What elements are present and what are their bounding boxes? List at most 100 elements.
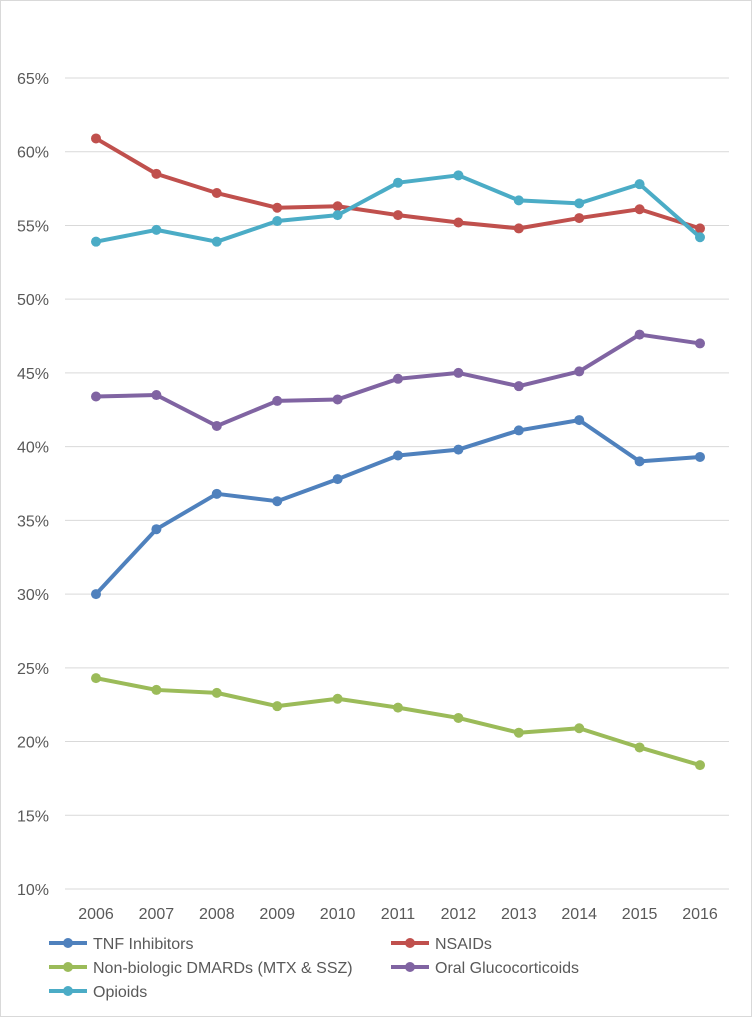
x-tick-label: 2011: [381, 906, 416, 923]
data-point: [272, 395, 283, 406]
data-point: [393, 702, 403, 713]
data-point: [695, 338, 705, 349]
series-opioids: [91, 170, 705, 247]
legend-label: Oral Glucocorticoids: [435, 960, 579, 977]
legend-item: Opioids: [49, 984, 147, 1001]
legend-item: TNF Inhibitors: [49, 936, 193, 953]
data-point: [332, 474, 343, 485]
legend: TNF Inhibitors NSAIDs Non-biologic DMARDs …: [49, 936, 579, 1001]
data-point: [453, 217, 464, 228]
data-point: [634, 329, 645, 340]
data-point: [513, 727, 524, 738]
data-point: [453, 170, 464, 181]
data-point: [332, 693, 343, 704]
legend-swatch-marker: [63, 986, 73, 996]
series-nsaids: [91, 133, 705, 234]
data-point: [634, 204, 645, 215]
data-point: [272, 216, 283, 227]
series-lines: [91, 133, 705, 771]
data-point: [151, 224, 162, 235]
legend-item: Oral Glucocorticoids: [391, 960, 579, 977]
data-point: [272, 202, 283, 213]
x-tick-label: 2016: [682, 906, 718, 923]
data-point: [91, 589, 101, 600]
data-point: [453, 444, 464, 455]
data-point: [453, 712, 464, 723]
legend-label: Non-biologic DMARDs (MTX & SSZ): [93, 960, 353, 977]
data-point: [634, 179, 645, 190]
data-point: [513, 381, 524, 392]
data-point: [574, 213, 585, 224]
data-point: [151, 168, 162, 179]
data-point: [574, 198, 585, 209]
series-tnf-inhibitors: [91, 415, 705, 600]
data-point: [151, 524, 162, 535]
data-point: [393, 373, 403, 384]
x-tick-label: 2013: [501, 906, 537, 923]
x-tick-label: 2010: [320, 906, 356, 923]
x-tick-label: 2014: [561, 906, 597, 923]
series-oral-glucocorticoids: [91, 329, 705, 431]
y-tick-label: 30%: [17, 587, 49, 604]
x-tick-label: 2012: [441, 906, 477, 923]
legend-label: NSAIDs: [435, 936, 492, 953]
y-tick-label: 35%: [17, 513, 49, 530]
legend-label: Opioids: [93, 984, 147, 1001]
legend-swatch-marker: [63, 962, 73, 972]
series-line: [94, 676, 702, 768]
data-point: [695, 451, 705, 462]
data-point: [634, 742, 645, 753]
data-point: [91, 673, 101, 684]
data-point: [91, 236, 101, 247]
data-point: [211, 188, 222, 199]
legend-label: TNF Inhibitors: [93, 936, 193, 953]
data-point: [91, 391, 101, 402]
data-point: [393, 210, 403, 221]
data-point: [393, 177, 403, 188]
x-tick-label: 2007: [139, 906, 175, 923]
y-tick-label: 25%: [17, 661, 49, 678]
x-tick-label: 2015: [622, 906, 658, 923]
data-point: [574, 366, 585, 377]
y-tick-label: 15%: [17, 808, 49, 825]
data-point: [695, 232, 705, 243]
data-point: [332, 394, 343, 405]
data-point: [695, 760, 705, 771]
data-point: [91, 133, 101, 144]
y-axis-tick-labels: 10% 15% 20% 25% 30% 35% 40% 45% 50% 55% 60% 65%: [17, 71, 49, 899]
data-point: [634, 456, 645, 467]
legend-swatch-marker: [405, 962, 415, 972]
data-point: [574, 415, 585, 426]
data-point: [513, 195, 524, 206]
data-point: [332, 201, 343, 212]
y-tick-label: 55%: [17, 218, 49, 235]
data-point: [513, 223, 524, 234]
y-tick-label: 50%: [17, 292, 49, 309]
gridlines: [65, 77, 729, 890]
data-point: [695, 223, 705, 234]
legend-swatch-marker: [63, 938, 73, 948]
data-point: [453, 367, 464, 378]
y-tick-label: 40%: [17, 440, 49, 457]
data-point: [393, 450, 403, 461]
legend-item: NSAIDs: [391, 936, 492, 953]
data-point: [211, 236, 222, 247]
x-tick-label: 2006: [78, 906, 114, 923]
x-tick-label: 2009: [259, 906, 295, 923]
x-axis-tick-labels: 2006 2007 2008 2009 2010 2011 2012 2013 2014 2015…: [78, 906, 718, 923]
y-tick-label: 10%: [17, 882, 49, 899]
data-point: [513, 425, 524, 436]
data-point: [272, 496, 283, 507]
data-point: [151, 390, 162, 401]
legend-item: Non-biologic DMARDs (MTX & SSZ): [49, 960, 353, 977]
y-tick-label: 65%: [17, 71, 49, 88]
x-tick-label: 2008: [199, 906, 235, 923]
series-non-biologic-dmards-mtx-ssz: [91, 673, 705, 771]
y-tick-label: 20%: [17, 735, 49, 752]
y-tick-label: 45%: [17, 366, 49, 383]
data-point: [211, 687, 222, 698]
data-point: [151, 684, 162, 695]
data-point: [211, 488, 222, 499]
